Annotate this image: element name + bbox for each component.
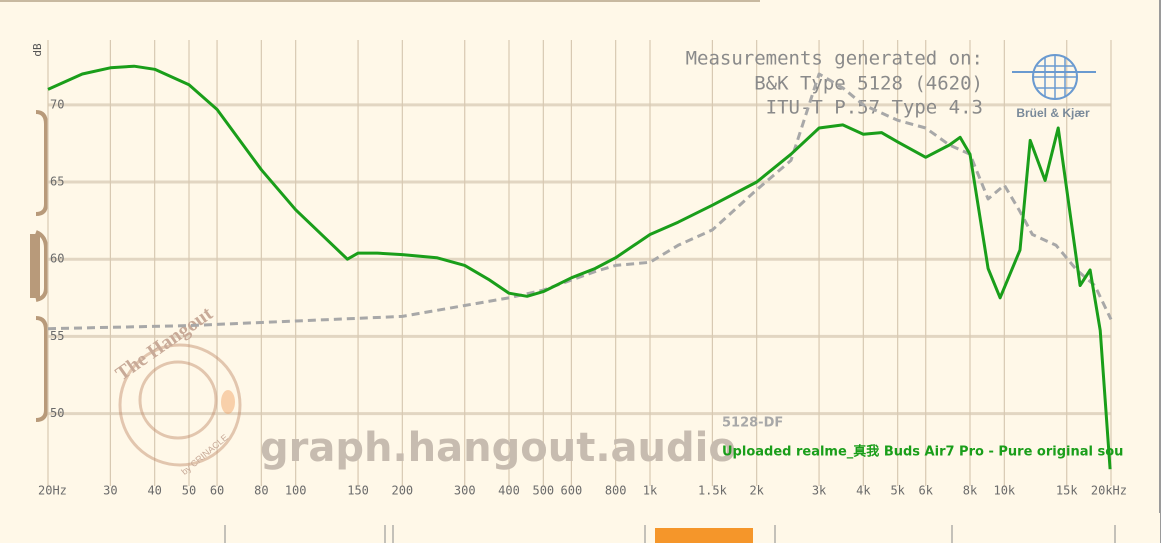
y-tick-label: 55 [50, 329, 64, 343]
x-tick-label: 100 [285, 484, 307, 498]
x-tick-label: 150 [347, 484, 369, 498]
scroll-handle [35, 110, 48, 422]
annotation: B&K Type 5128 (4620) [754, 73, 983, 95]
x-tick-label: 400 [498, 484, 520, 498]
x-tick-label: 20Hz [38, 484, 67, 498]
x-tick-label: 4k [856, 484, 871, 498]
x-tick-label: 60 [210, 484, 224, 498]
y-axis-label: dB [31, 43, 44, 57]
series-line [47, 72, 1113, 331]
y-tick-label: 70 [50, 97, 64, 111]
x-tick-label: 50 [182, 484, 196, 498]
plot: 5128-DF Uploaded realme_真我 Buds Air7 Pro … [47, 64, 1123, 470]
x-tick-label: 300 [454, 484, 476, 498]
x-tick-label: 600 [561, 484, 583, 498]
x-tick-label: 1.5k [698, 484, 728, 498]
watermark-logo [118, 343, 242, 467]
x-tick-label: 500 [532, 484, 554, 498]
x-tick-label: 5k [890, 484, 905, 498]
x-tick-label: 2k [749, 484, 764, 498]
y-tick-label: 60 [50, 252, 64, 266]
x-tick-label: 80 [254, 484, 268, 498]
logo [1012, 54, 1096, 100]
annotation: Brüel & Kjær [1016, 106, 1090, 120]
watermark: graph.hangout.audio [260, 425, 736, 471]
x-tick-label: 1k [643, 484, 658, 498]
x-tick-label: 800 [605, 484, 627, 498]
scroll-handle [30, 234, 40, 298]
x-tick-label: 6k [919, 484, 934, 498]
legend-entry: 5128-DF [722, 416, 783, 431]
grid: 50 55 60 65 70 20Hz 30 40 50 60 80 100 150 200 300 400 5… [38, 40, 1127, 498]
annotation: Measurements generated on: [686, 48, 983, 70]
x-tick-label: 40 [147, 484, 161, 498]
annotation: ITU-T P.57 Type 4.3 [766, 97, 983, 119]
x-tick-label: 30 [103, 484, 117, 498]
x-tick-label: 8k [963, 484, 978, 498]
x-tick-label: 10k [993, 484, 1015, 498]
bottom-tabs [0, 513, 1160, 543]
x-tick-label: 200 [391, 484, 413, 498]
legend-entry: Uploaded realme_真我 Buds Air7 Pro - Pure … [722, 444, 1123, 460]
y-tick-label: 65 [50, 175, 64, 189]
x-tick-label: 15k [1056, 484, 1078, 498]
y-tick-label: 50 [50, 406, 64, 420]
x-tick-label: 3k [812, 484, 827, 498]
x-tick-label: 20kHz [1091, 484, 1127, 498]
series-line [47, 64, 1112, 470]
